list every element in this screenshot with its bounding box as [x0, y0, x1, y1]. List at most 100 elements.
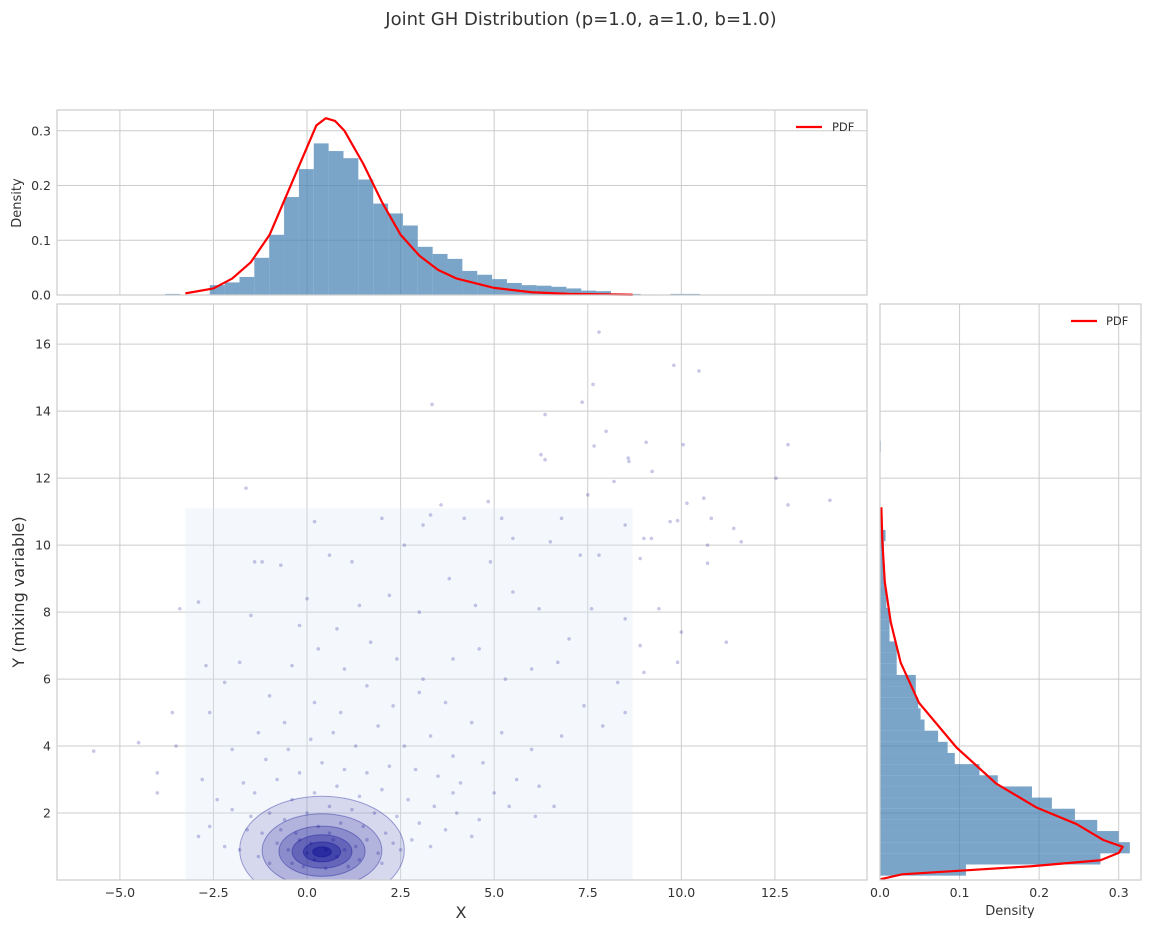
scatter-point: [443, 700, 448, 705]
right-histogram-bar: [880, 831, 1119, 843]
joint-x-tick-label: 5.0: [484, 885, 504, 900]
joint-y-tick-label: 4: [43, 739, 51, 754]
scatter-point: [469, 834, 474, 839]
scatter-point: [200, 777, 205, 782]
scatter-point: [249, 613, 253, 618]
scatter-point: [305, 596, 309, 601]
scatter-point: [297, 771, 302, 775]
scatter-point: [626, 456, 630, 460]
scatter-point: [207, 824, 212, 829]
scatter-point: [308, 737, 313, 742]
scatter-point: [244, 486, 248, 490]
top-legend: PDF: [796, 120, 854, 134]
kde-contour: [239, 795, 405, 880]
scatter-point: [395, 657, 399, 661]
scatter-point: [275, 841, 279, 845]
scatter-point: [503, 677, 508, 681]
scatter-point: [529, 667, 534, 671]
scatter-point: [282, 720, 287, 725]
scatter-point: [567, 637, 571, 641]
scatter-point: [454, 811, 459, 815]
scatter-point: [380, 861, 384, 866]
scatter-point: [365, 838, 369, 842]
scatter-point: [597, 553, 601, 557]
scatter-point: [672, 363, 676, 368]
scatter-point: [136, 740, 141, 745]
top-y-tick-label: 0.3: [31, 123, 51, 138]
joint-y-tick-label: 10: [35, 538, 51, 553]
joint-y-tick-label: 12: [35, 471, 51, 486]
scatter-point: [305, 811, 309, 815]
scatter-point: [499, 516, 504, 521]
scatter-point: [256, 730, 261, 735]
scatter-point: [380, 516, 384, 521]
scatter-point: [428, 513, 433, 517]
top-histogram-bar: [551, 286, 567, 295]
right-histogram-bar: [880, 764, 980, 776]
top-ylabel: Density: [10, 178, 25, 228]
joint-ylabel: Y (mixing variable): [9, 516, 28, 668]
scatter-point: [681, 442, 686, 447]
top-histogram-bar: [506, 282, 522, 295]
kde-contour: [312, 846, 332, 858]
scatter-point: [279, 827, 283, 832]
top-y-tick-label: 0.2: [31, 178, 51, 193]
scatter-point: [627, 459, 631, 464]
scatter-point: [308, 841, 313, 845]
scatter-point: [260, 560, 264, 564]
top-histogram-bar: [596, 291, 611, 295]
scatter-point: [406, 797, 410, 802]
scatter-point: [368, 640, 373, 645]
right-histogram-bar: [880, 808, 1075, 820]
scatter-point: [642, 536, 646, 541]
scatter-point: [511, 590, 515, 594]
scatter-point: [578, 553, 583, 557]
scatter-point: [428, 734, 433, 738]
top-y-tick-label: 0.1: [31, 233, 51, 248]
scatter-point: [357, 794, 362, 799]
scatter-point: [312, 519, 317, 524]
scatter-point: [260, 831, 264, 835]
right-legend-pdf-label: PDF: [1106, 314, 1128, 328]
scatter-point: [338, 821, 343, 825]
scatter-point: [623, 523, 627, 527]
scatter-point: [196, 834, 201, 839]
scatter-point: [376, 724, 380, 728]
scatter-point: [709, 516, 714, 521]
scatter-point: [486, 499, 491, 504]
scatter-point: [380, 787, 384, 792]
scatter-point: [828, 498, 832, 503]
scatter-point: [597, 330, 601, 334]
scatter-point: [582, 704, 586, 708]
scatter-point: [353, 844, 358, 849]
scatter-point: [473, 603, 478, 608]
right-histogram-bar: [880, 719, 925, 731]
scatter-point: [331, 838, 336, 842]
scatter-point: [335, 627, 339, 631]
scatter-point: [774, 476, 778, 480]
scatter-point: [612, 479, 616, 484]
scatter-point: [207, 710, 212, 715]
scatter-point: [533, 814, 538, 819]
right-legend: PDF: [1071, 314, 1128, 328]
scatter-point: [421, 523, 425, 527]
top-histogram-bar: [209, 285, 225, 295]
top-histogram-bar: [417, 246, 433, 295]
scatter-point: [252, 791, 257, 795]
scatter-point: [342, 848, 347, 852]
kde-contour: [302, 841, 342, 863]
scatter-point: [391, 704, 395, 708]
scatter-point: [451, 791, 455, 795]
scatter-point: [279, 563, 283, 568]
top-histogram-bar: [298, 169, 314, 295]
scatter-point: [623, 710, 627, 715]
scatter-point: [537, 606, 541, 611]
right-histogram-bar: [880, 864, 966, 876]
top-histogram-bar: [432, 253, 448, 295]
top-y-tick-label: 0.0: [31, 288, 51, 303]
scatter-point: [679, 630, 684, 634]
scatter-point: [511, 536, 515, 541]
right-histogram-bar: [880, 853, 1101, 865]
top-histogram-bar: [328, 151, 344, 295]
top-histogram-bar: [581, 290, 597, 295]
